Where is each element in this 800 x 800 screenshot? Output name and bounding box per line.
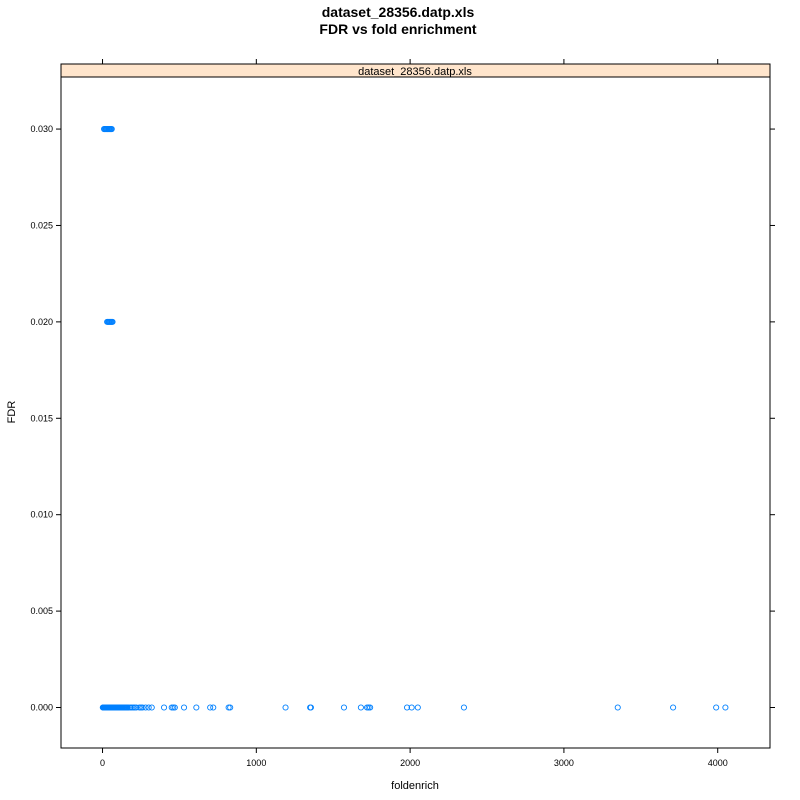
x-axis-label: foldenrich	[391, 780, 439, 792]
data-point	[210, 704, 217, 711]
data-point	[614, 704, 621, 711]
chart-title: dataset_28356.datp.xls	[322, 4, 475, 20]
data-point	[139, 704, 146, 711]
y-tick-label: 0.025	[30, 220, 53, 230]
x-tick-label: 0	[100, 758, 105, 768]
data-point	[340, 704, 348, 711]
data-point	[207, 704, 214, 711]
data-point	[109, 318, 116, 325]
y-tick-label: 0.010	[30, 510, 53, 520]
data-point	[180, 704, 188, 711]
y-tick-label: 0.005	[30, 606, 53, 616]
x-tick-label: 4000	[708, 758, 728, 768]
data-point	[367, 704, 374, 711]
data-point	[160, 704, 168, 711]
y-tick-label: 0.000	[30, 703, 53, 713]
y-tick-label: 0.020	[30, 317, 53, 327]
plot-panel	[60, 76, 771, 749]
data-point	[148, 704, 155, 711]
x-tick-label: 1000	[246, 758, 266, 768]
data-point	[133, 704, 140, 711]
data-point	[282, 704, 289, 711]
x-tick-label: 2000	[400, 758, 420, 768]
data-points	[99, 126, 729, 711]
data-point	[403, 704, 411, 711]
y-tick-label: 0.015	[30, 413, 53, 423]
x-tick-label: 3000	[554, 758, 574, 768]
data-point	[408, 704, 415, 711]
y-tick-label: 0.030	[30, 124, 53, 134]
y-axis-label: FDR	[6, 401, 18, 424]
chart-subtitle: FDR vs fold enrichment	[319, 21, 476, 37]
data-point	[670, 704, 677, 711]
data-point	[414, 704, 421, 711]
data-point	[713, 704, 720, 711]
data-point	[357, 704, 364, 711]
data-point	[460, 704, 467, 711]
data-point	[142, 704, 149, 711]
data-point	[193, 704, 200, 711]
data-point	[307, 704, 314, 711]
data-point	[722, 704, 729, 711]
data-point	[108, 126, 115, 133]
strip-label: dataset_28356.datp.xls	[358, 66, 472, 78]
data-point	[171, 704, 178, 711]
data-point	[227, 704, 234, 711]
axis-ticks: 0 1000 2000 3000 4000 0.000 0.005 0.010 0.015 0.0…	[30, 59, 775, 768]
data-point	[145, 704, 152, 711]
